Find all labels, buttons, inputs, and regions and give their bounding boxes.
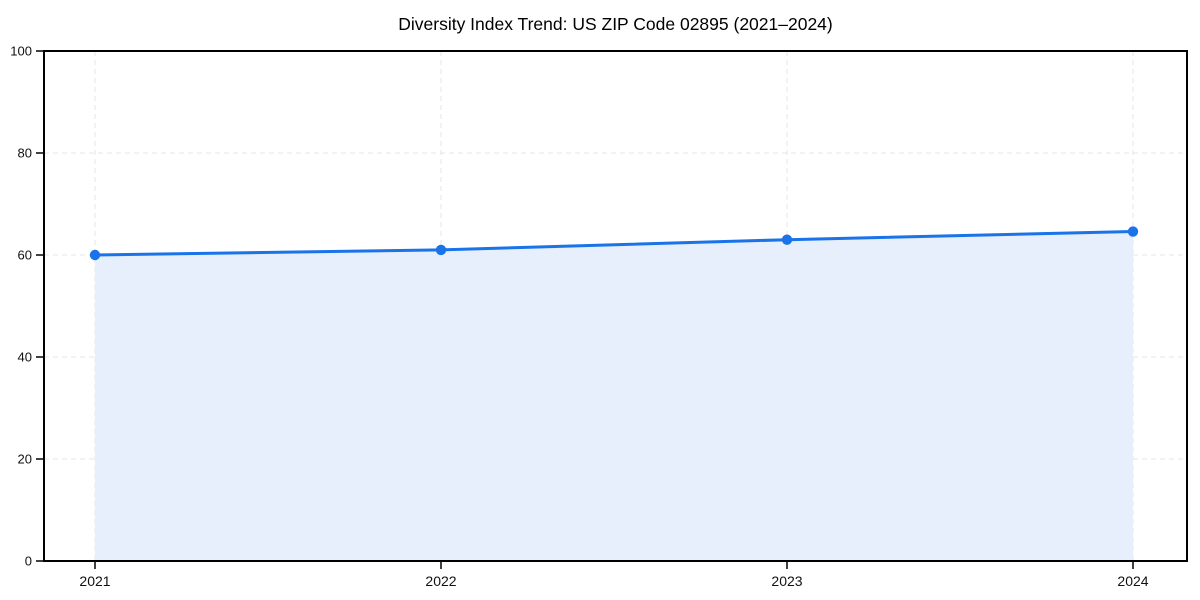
data-point xyxy=(1127,226,1139,237)
data-point-markers xyxy=(89,226,1139,261)
y-tick-label: 60 xyxy=(18,248,32,263)
x-tick-label: 2024 xyxy=(1117,573,1148,589)
x-tick-label: 2022 xyxy=(425,573,456,589)
axes-spines xyxy=(43,50,1188,562)
x-axis-tick-labels: 2021 2022 2023 2024 xyxy=(79,573,1148,589)
data-point xyxy=(89,249,101,261)
y-tick-label: 40 xyxy=(18,350,32,365)
y-tick-label: 100 xyxy=(10,44,32,59)
x-tick-label: 2023 xyxy=(771,573,802,589)
y-tick-label: 80 xyxy=(18,146,32,161)
trend-line-path xyxy=(93,230,1135,257)
y-tick-label: 20 xyxy=(18,452,32,467)
plot-border xyxy=(43,50,1188,562)
chart-title: Diversity Index Trend: US ZIP Code 02895… xyxy=(398,14,833,34)
y-tick-label: 0 xyxy=(25,554,32,569)
axis-tick-marks xyxy=(36,50,1134,569)
data-point xyxy=(781,234,793,245)
x-tick-label: 2021 xyxy=(79,573,110,589)
y-axis-tick-labels: 0 20 40 60 80 100 xyxy=(10,44,32,569)
area-fill-path xyxy=(95,231,1133,562)
data-point xyxy=(435,244,447,256)
area-fill xyxy=(95,231,1133,562)
trend-line xyxy=(93,230,1135,257)
